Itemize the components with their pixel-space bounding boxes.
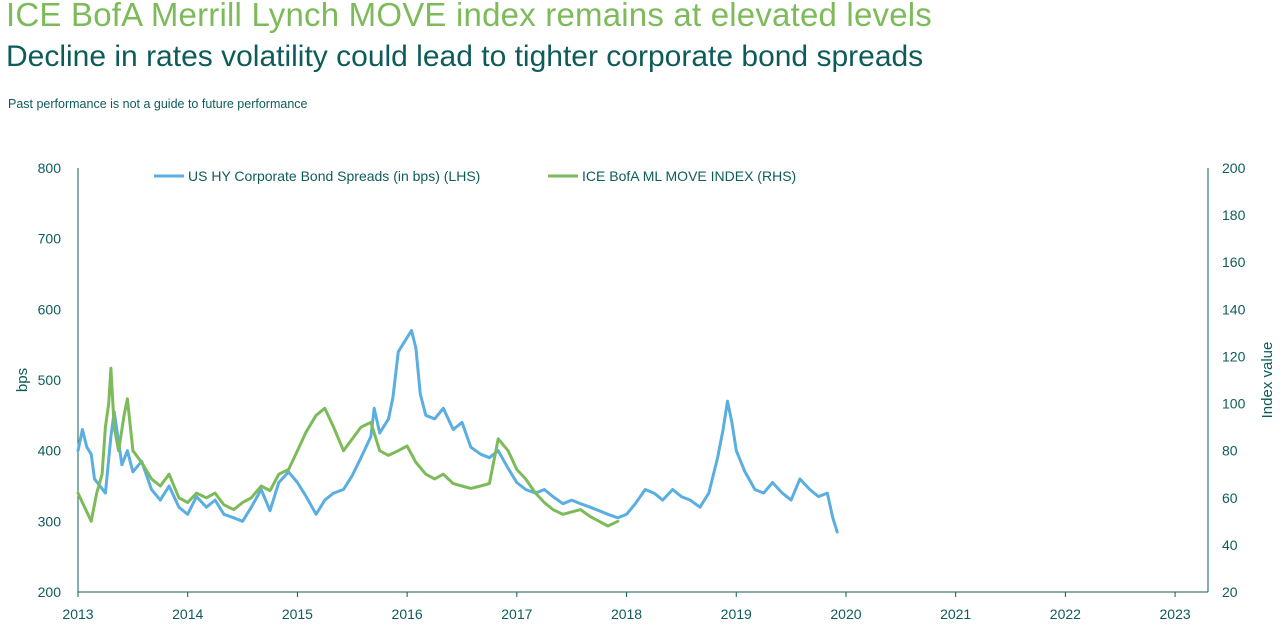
y-left-tick-label: 600 xyxy=(38,301,62,317)
y-left-tick-label: 800 xyxy=(38,160,62,176)
chart-subtitle: Decline in rates volatility could lead t… xyxy=(6,40,924,73)
x-tick-label: 2019 xyxy=(721,606,752,622)
y-right-tick-label: 200 xyxy=(1222,160,1246,176)
y-right-tick-label: 180 xyxy=(1222,207,1246,223)
y-left-tick-label: 200 xyxy=(38,584,62,600)
legend-label: ICE BofA ML MOVE INDEX (RHS) xyxy=(582,168,796,184)
move-index-line xyxy=(76,366,620,528)
x-tick-label: 2021 xyxy=(940,606,971,622)
y-right-tick-label: 40 xyxy=(1222,537,1238,553)
chart-series xyxy=(76,329,839,534)
y-left-tick-label: 400 xyxy=(38,443,62,459)
x-tick-label: 2023 xyxy=(1160,606,1191,622)
x-tick-label: 2017 xyxy=(501,606,532,622)
x-tick-label: 2015 xyxy=(282,606,313,622)
chart-title: ICE BofA Merrill Lynch MOVE index remain… xyxy=(6,0,932,33)
y-right-tick-label: 160 xyxy=(1222,254,1246,270)
y-right-tick-label: 120 xyxy=(1222,348,1246,364)
y-left-tick-label: 500 xyxy=(38,372,62,388)
y-right-tick-label: 20 xyxy=(1222,584,1238,600)
x-tick-label: 2013 xyxy=(62,606,93,622)
y-right-tick-label: 140 xyxy=(1222,301,1246,317)
y-right-axis-title: Index value xyxy=(1259,342,1276,419)
x-tick-label: 2018 xyxy=(611,606,642,622)
chart-axes: 200 300 400 500 600 700 800 20 40 60 80 100 120 140 16… xyxy=(14,160,1276,622)
x-tick-label: 2022 xyxy=(1050,606,1081,622)
y-right-tick-label: 80 xyxy=(1222,443,1238,459)
y-right-tick-label: 60 xyxy=(1222,490,1238,506)
hy-spreads-line xyxy=(76,329,839,534)
y-left-axis-title: bps xyxy=(14,368,31,392)
y-left-tick-label: 700 xyxy=(38,231,62,247)
x-tick-label: 2016 xyxy=(392,606,423,622)
y-right-tick-label: 100 xyxy=(1222,396,1246,412)
x-tick-label: 2014 xyxy=(172,606,203,622)
x-tick-label: 2020 xyxy=(830,606,861,622)
legend-label: US HY Corporate Bond Spreads (in bps) (L… xyxy=(188,168,480,184)
disclaimer-note: Past performance is not a guide to futur… xyxy=(8,97,308,111)
y-left-tick-label: 300 xyxy=(38,513,62,529)
chart-legend: US HY Corporate Bond Spreads (in bps) (L… xyxy=(154,168,796,184)
